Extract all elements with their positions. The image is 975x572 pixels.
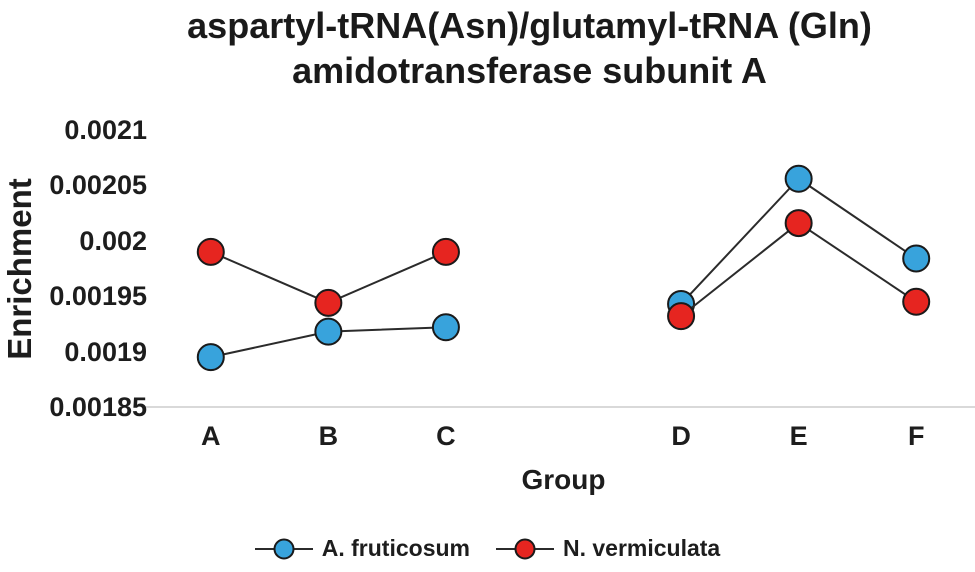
chart-title-line2: amidotransferase subunit A xyxy=(292,50,767,91)
data-point-marker-series1-A xyxy=(196,343,225,372)
legend-marker-icon-series1 xyxy=(254,538,313,559)
y-tick-label-0.00185: 0.00185 xyxy=(49,392,147,422)
x-category-label-F: F xyxy=(907,421,925,451)
data-point-marker-series2-A xyxy=(196,237,225,266)
x-category-label-D: D xyxy=(671,421,691,451)
data-point-marker-series2-B xyxy=(314,288,343,317)
legend-label-series1: A. fruticosum xyxy=(321,535,470,561)
x-category-label-A: A xyxy=(201,421,221,451)
chart-title-line1: aspartyl-tRNA(Asn)/glutamyl-tRNA (Gln) xyxy=(187,5,872,46)
data-point-marker-series2-F xyxy=(902,287,931,316)
y-tick-label-0.0019: 0.0019 xyxy=(64,336,147,367)
legend-marker-icon-series2 xyxy=(495,538,554,559)
legend-item-series1: A. fruticosum xyxy=(254,535,470,562)
x-category-label-C: C xyxy=(436,421,456,451)
legend: A. fruticosum N. vermiculata xyxy=(0,535,975,562)
data-point-marker-series2-C xyxy=(431,237,460,266)
y-tick-label-0.00205: 0.00205 xyxy=(49,170,147,201)
y-tick-label-0.0021: 0.0021 xyxy=(64,115,147,145)
data-point-marker-series1-C xyxy=(431,313,460,342)
x-axis-title: Group xyxy=(521,464,606,495)
data-point-marker-series2-E xyxy=(784,209,813,238)
y-tick-label-0.00195: 0.00195 xyxy=(49,281,147,312)
chart-title: aspartyl-tRNA(Asn)/glutamyl-tRNA (Gln) a… xyxy=(84,3,975,93)
data-point-marker-series1-B xyxy=(314,317,343,346)
data-point-marker-series1-F xyxy=(902,244,931,273)
legend-marker-circle xyxy=(273,538,295,559)
legend-marker-circle xyxy=(514,538,536,559)
legend-item-series2: N. vermiculata xyxy=(495,535,721,562)
legend-label-series2: N. vermiculata xyxy=(562,535,721,561)
series-1-line-segment-2 xyxy=(680,177,917,305)
x-category-label-B: B xyxy=(318,421,339,451)
data-point-marker-series1-E xyxy=(784,164,813,193)
data-point-marker-series2-D xyxy=(667,302,696,331)
y-tick-label-0.002: 0.002 xyxy=(79,225,147,256)
x-category-label-E: E xyxy=(789,421,808,451)
